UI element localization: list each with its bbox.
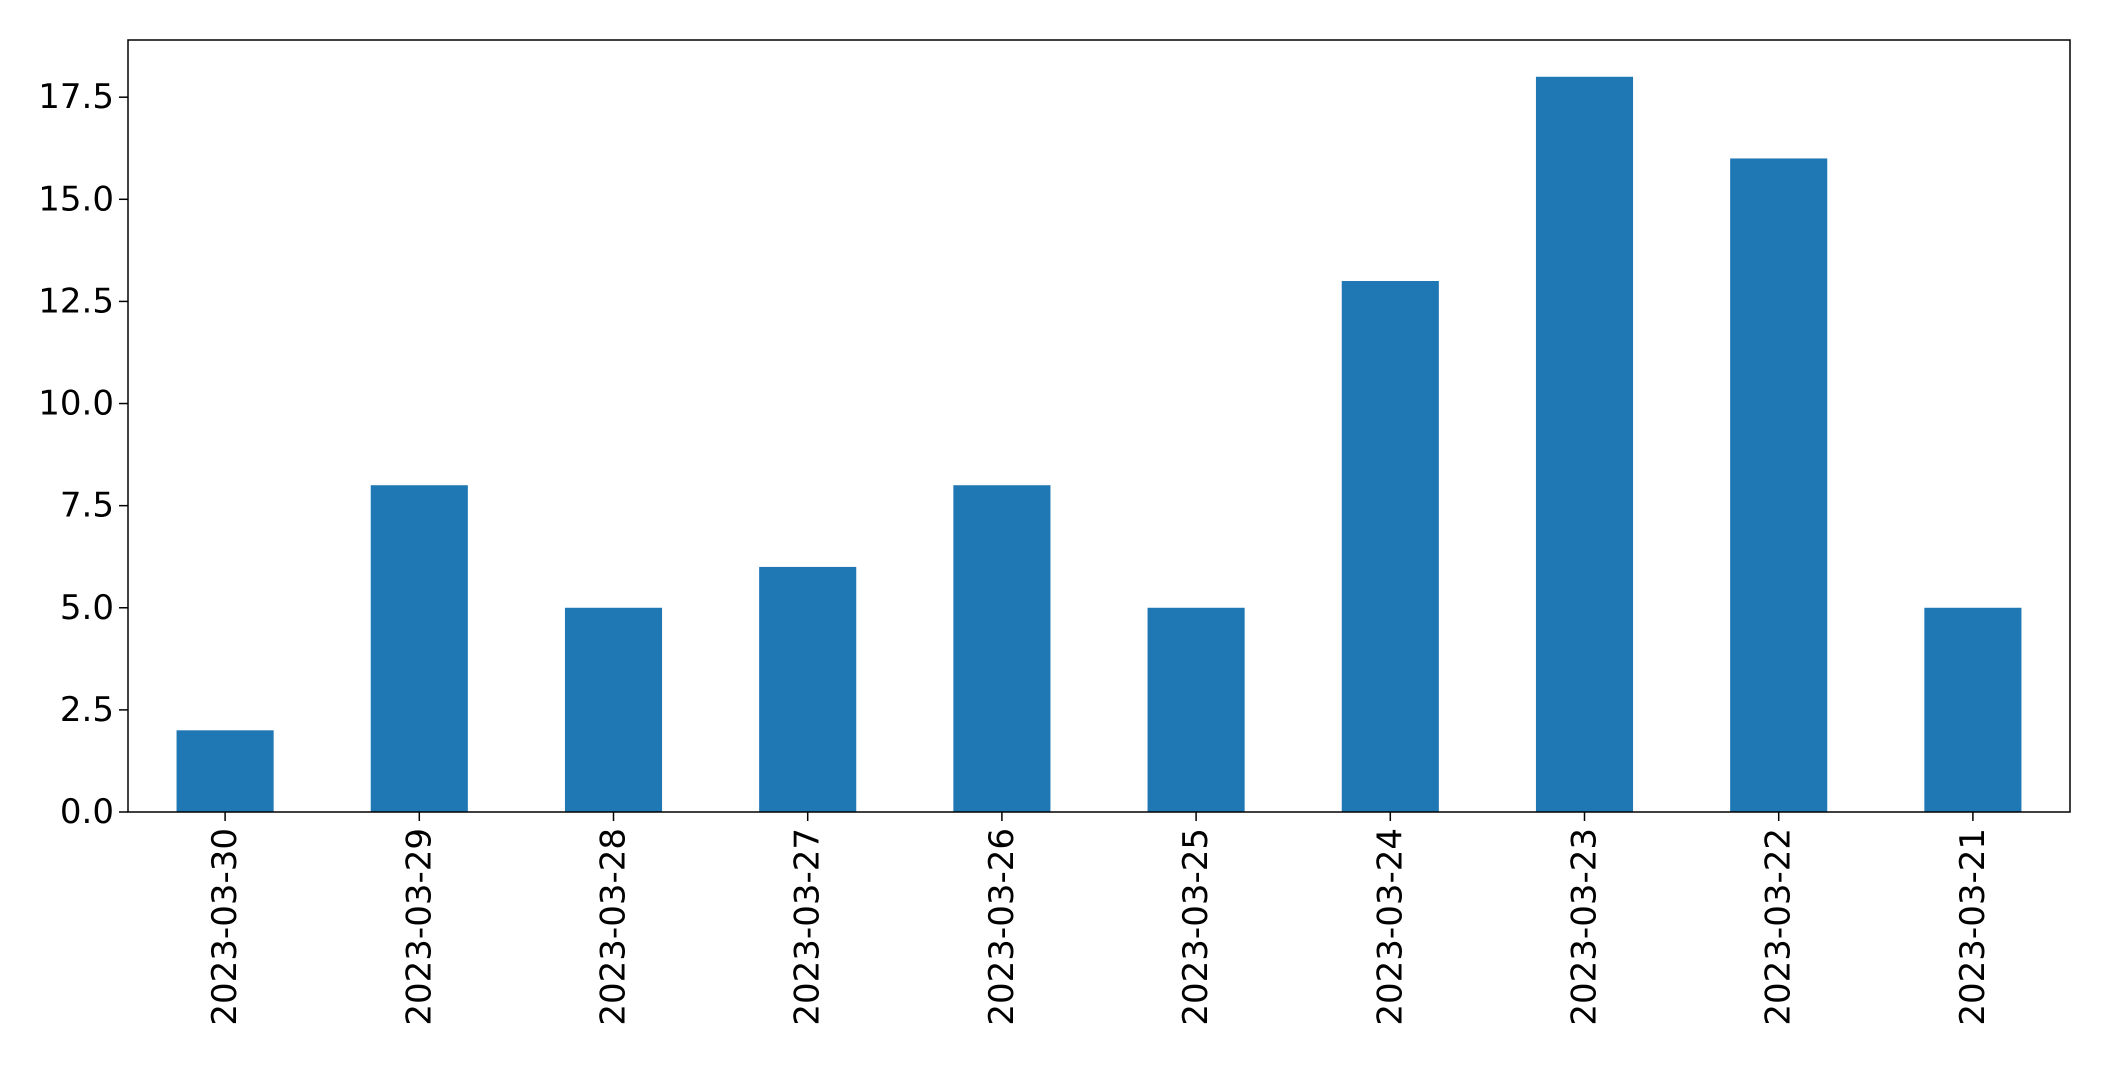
y-tick-label: 2.5 bbox=[60, 690, 114, 730]
x-tick-label: 2023-03-28 bbox=[594, 828, 634, 1026]
y-tick-label: 5.0 bbox=[60, 588, 114, 628]
bars-layer bbox=[176, 76, 2022, 813]
y-axis: 0.0 2.5 5.0 7.5 10.0 12.5 15.0 17.5 bbox=[38, 77, 128, 832]
y-tick-label: 10.0 bbox=[38, 384, 114, 424]
bar-2023-03-22 bbox=[1730, 158, 1828, 813]
bar-2023-03-28 bbox=[564, 607, 663, 812]
bar-2023-03-23 bbox=[1535, 76, 1634, 812]
x-tick-label: 2023-03-27 bbox=[788, 828, 828, 1026]
x-tick-label: 2023-03-23 bbox=[1565, 828, 1605, 1026]
bar-2023-03-27 bbox=[759, 566, 857, 812]
bar-2023-03-30 bbox=[176, 730, 274, 812]
y-tick-label: 7.5 bbox=[60, 486, 114, 526]
bar-2023-03-24 bbox=[1341, 280, 1439, 812]
y-tick-label: 15.0 bbox=[38, 179, 114, 219]
x-tick-label: 2023-03-29 bbox=[399, 828, 439, 1026]
x-tick-label: 2023-03-30 bbox=[205, 828, 245, 1026]
plot-area-frame bbox=[127, 39, 2071, 813]
x-tick-label: 2023-03-25 bbox=[1176, 828, 1216, 1026]
x-axis: 2023-03-30 2023-03-29 2023-03-28 2023-03-27… bbox=[205, 812, 1993, 1026]
x-tick-label: 2023-03-21 bbox=[1953, 828, 1993, 1026]
y-tick-label: 0.0 bbox=[60, 792, 114, 832]
x-tick-label: 2023-03-22 bbox=[1759, 828, 1799, 1026]
x-tick-label: 2023-03-24 bbox=[1370, 828, 1410, 1026]
y-tick-label: 17.5 bbox=[38, 77, 114, 117]
bar-2023-03-26 bbox=[953, 485, 1051, 812]
y-tick-label: 12.5 bbox=[38, 281, 114, 321]
x-tick-label: 2023-03-26 bbox=[982, 828, 1022, 1026]
bar-2023-03-29 bbox=[370, 485, 468, 812]
bar-2023-03-25 bbox=[1147, 607, 1245, 812]
bar-2023-03-21 bbox=[1924, 607, 2022, 812]
